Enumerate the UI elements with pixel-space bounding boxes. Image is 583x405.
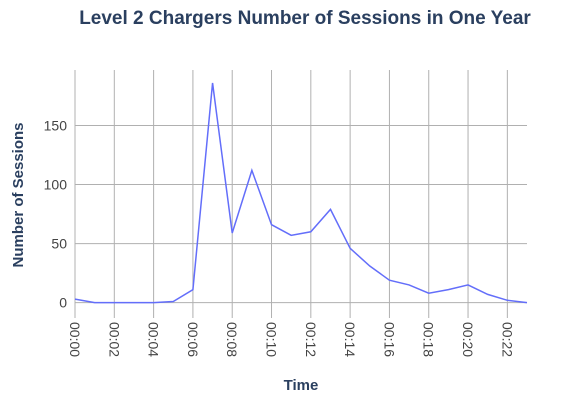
- x-tick-label: 00:18: [421, 322, 437, 357]
- y-tick-label: 50: [51, 236, 67, 252]
- x-axis-title: Time: [284, 377, 319, 394]
- x-tick-label: 00:14: [342, 322, 358, 357]
- x-tick-label: 00:20: [460, 322, 476, 357]
- x-tick-label: 00:02: [106, 322, 122, 357]
- y-tick-label: 150: [44, 118, 68, 134]
- x-tick-label: 00:04: [146, 322, 162, 357]
- chart-title: Level 2 Chargers Number of Sessions in O…: [79, 8, 531, 29]
- x-tick-label: 00:16: [381, 322, 397, 357]
- y-tick-label: 0: [59, 295, 67, 311]
- y-tick-label: 100: [44, 177, 68, 193]
- x-tick-label: 00:22: [499, 322, 515, 357]
- x-tick-label: 00:06: [185, 322, 201, 357]
- y-axis-title: Number of Sessions: [10, 122, 27, 267]
- x-tick-label: 00:10: [264, 322, 280, 357]
- x-tick-label: 00:08: [224, 322, 240, 357]
- x-tick-label: 00:00: [67, 322, 83, 357]
- data-line: [74, 82, 528, 304]
- x-tick-label: 00:12: [303, 322, 319, 357]
